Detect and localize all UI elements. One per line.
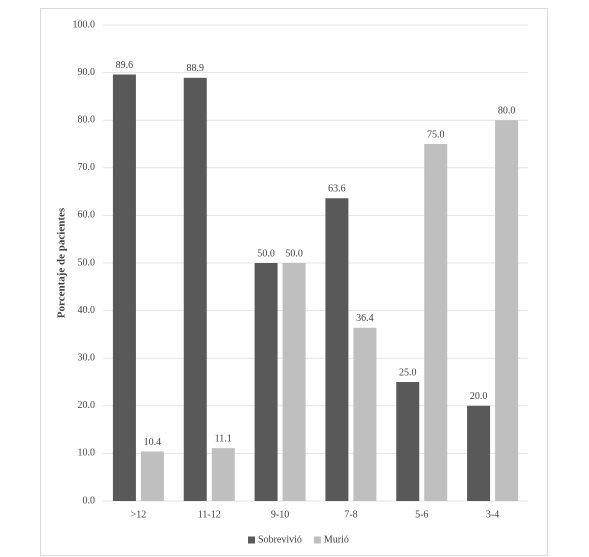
bar [325,198,349,501]
y-tick-label: 30.0 [78,352,96,363]
bar [183,77,207,501]
bar [424,144,448,501]
value-label: 36.4 [356,313,374,324]
value-label: 10.4 [144,437,162,448]
chart-frame [40,8,548,556]
bar [140,451,164,501]
value-label: 63.6 [328,184,346,195]
value-label: 20.0 [470,391,488,402]
bar [495,120,519,501]
legend-swatch [313,536,321,544]
y-tick-label: 90.0 [78,67,96,78]
y-tick-label: 40.0 [78,305,96,316]
legend-label: Murió [324,534,349,545]
value-label: 50.0 [285,248,303,259]
value-label: 89.6 [116,60,134,71]
value-label: 75.0 [427,129,445,140]
bar [467,405,491,501]
bar [353,327,377,501]
x-tick-label: 7-8 [344,509,357,520]
value-label: 11.1 [215,433,232,444]
y-tick-label: 20.0 [78,400,96,411]
bar [112,74,136,501]
value-label: 50.0 [257,248,275,259]
x-tick-label: 9-10 [271,509,289,520]
y-axis-label: Porcentaje de pacientes [56,207,68,318]
x-tick-label: 3-4 [486,509,499,520]
y-tick-label: 0.0 [83,495,96,506]
y-tick-label: 10.0 [78,448,96,459]
y-tick-label: 100.0 [73,19,96,30]
value-label: 88.9 [187,63,205,74]
y-tick-label: 70.0 [78,162,96,173]
bar [282,263,306,501]
bar [254,263,278,501]
x-tick-label: 11-12 [198,509,221,520]
bar [396,382,420,501]
y-tick-label: 50.0 [78,257,96,268]
legend-label: Sobrevivió [258,534,302,545]
value-label: 80.0 [498,105,516,116]
y-tick-label: 80.0 [78,114,96,125]
legend-swatch [248,536,255,544]
bar [211,448,235,501]
x-tick-label: >12 [131,509,147,520]
y-tick-label: 60.0 [78,210,96,221]
x-tick-label: 5-6 [415,509,428,520]
value-label: 25.0 [399,367,417,378]
